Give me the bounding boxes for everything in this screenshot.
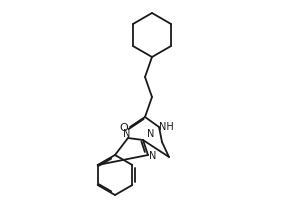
Text: N: N [149,151,157,161]
Text: O: O [120,123,128,133]
Text: N: N [123,129,131,139]
Text: NH: NH [159,122,173,132]
Text: N: N [147,129,155,139]
